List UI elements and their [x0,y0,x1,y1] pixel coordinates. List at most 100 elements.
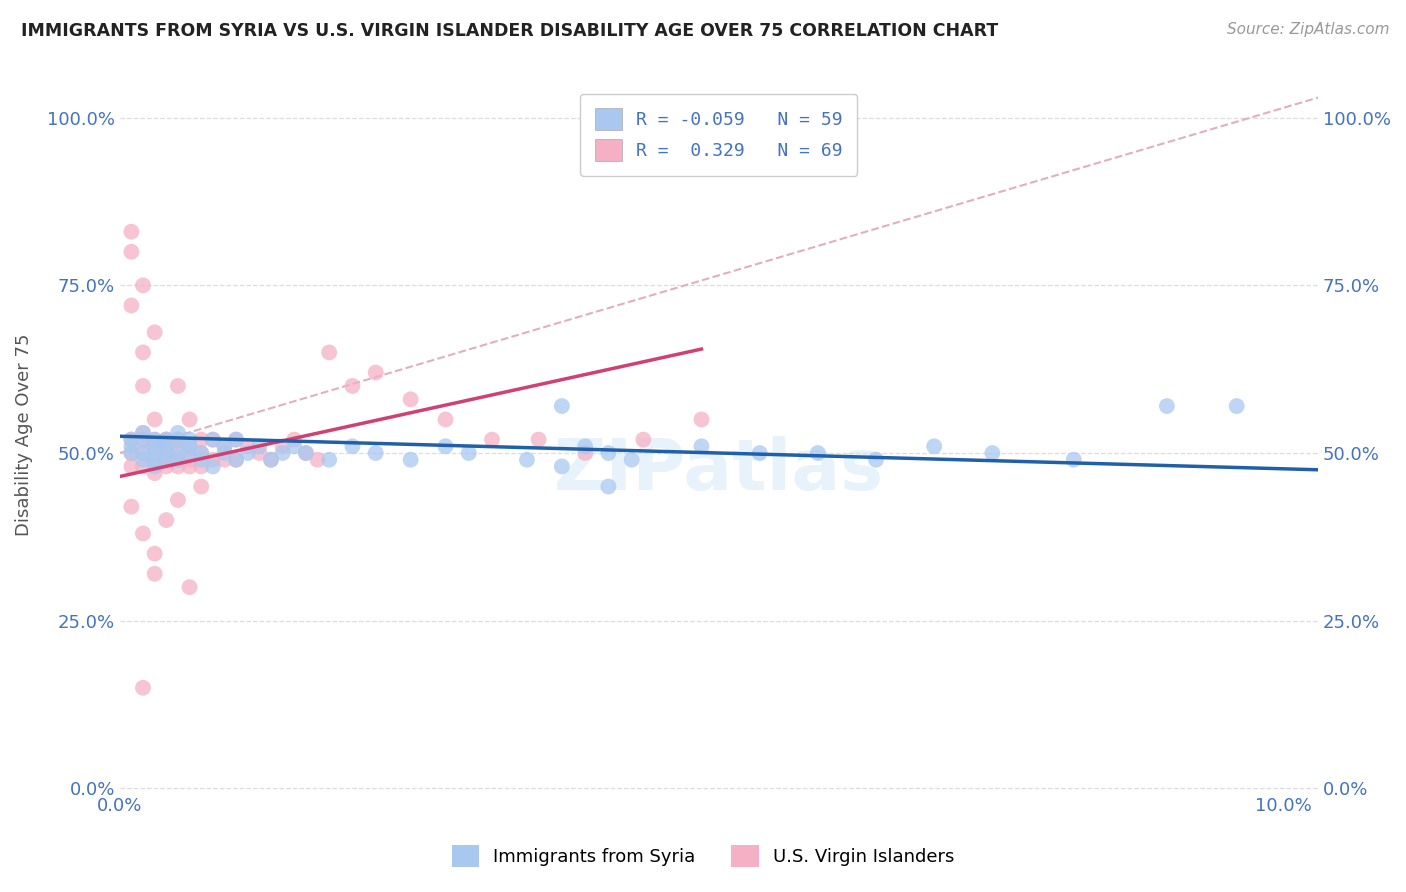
Legend: Immigrants from Syria, U.S. Virgin Islanders: Immigrants from Syria, U.S. Virgin Islan… [444,838,962,874]
Point [143,566,166,581]
Text: IMMIGRANTS FROM SYRIA VS U.S. VIRGIN ISLANDER DISABILITY AGE OVER 75 CORRELATION: IMMIGRANTS FROM SYRIA VS U.S. VIRGIN ISL… [21,22,998,40]
Point [143,452,166,467]
Point [748,446,770,460]
Point [598,479,620,493]
Point [225,452,247,467]
Point [214,439,236,453]
Point [201,459,224,474]
Point [1156,399,1178,413]
Point [271,446,294,460]
Point [143,459,166,474]
Point [225,433,247,447]
Point [318,452,340,467]
Point [155,433,177,447]
Point [295,446,318,460]
Point [981,446,1004,460]
Point [120,446,142,460]
Point [399,452,422,467]
Point [132,459,155,474]
Point [167,379,190,393]
Point [214,446,236,460]
Point [155,433,177,447]
Point [690,439,713,453]
Point [225,433,247,447]
Point [120,446,142,460]
Y-axis label: Disability Age Over 75: Disability Age Over 75 [15,334,32,536]
Point [201,433,224,447]
Point [132,278,155,293]
Point [551,399,574,413]
Point [132,446,155,460]
Point [190,479,212,493]
Point [143,439,166,453]
Point [190,459,212,474]
Point [179,439,201,453]
Point [132,433,155,447]
Point [120,439,142,453]
Point [155,452,177,467]
Point [120,459,142,474]
Point [179,446,201,460]
Point [527,433,550,447]
Point [155,452,177,467]
Point [143,326,166,340]
Point [167,452,190,467]
Point [155,446,177,460]
Point [132,379,155,393]
Point [132,681,155,695]
Point [434,439,457,453]
Point [598,446,620,460]
Point [179,433,201,447]
Point [865,452,887,467]
Point [167,446,190,460]
Point [633,433,655,447]
Point [143,446,166,460]
Point [120,244,142,259]
Point [143,547,166,561]
Point [1226,399,1249,413]
Point [190,446,212,460]
Point [260,452,283,467]
Point [574,446,596,460]
Point [283,439,305,453]
Point [1063,452,1085,467]
Point [120,433,142,447]
Point [167,439,190,453]
Text: ZIPatlas: ZIPatlas [554,436,884,505]
Point [167,459,190,474]
Point [167,433,190,447]
Point [179,439,201,453]
Point [214,452,236,467]
Point [247,446,270,460]
Point [364,446,387,460]
Point [143,433,166,447]
Point [190,433,212,447]
Point [457,446,479,460]
Point [434,412,457,426]
Point [132,425,155,440]
Point [271,439,294,453]
Point [190,452,212,467]
Point [132,345,155,359]
Point [143,466,166,480]
Point [236,446,259,460]
Point [167,425,190,440]
Point [132,526,155,541]
Point [342,439,364,453]
Point [155,433,177,447]
Point [283,433,305,447]
Point [318,345,340,359]
Point [143,433,166,447]
Point [143,439,166,453]
Point [201,433,224,447]
Point [132,452,155,467]
Point [307,452,329,467]
Point [179,412,201,426]
Point [132,425,155,440]
Point [201,452,224,467]
Point [295,446,318,460]
Point [143,452,166,467]
Point [574,439,596,453]
Point [155,459,177,474]
Point [260,452,283,467]
